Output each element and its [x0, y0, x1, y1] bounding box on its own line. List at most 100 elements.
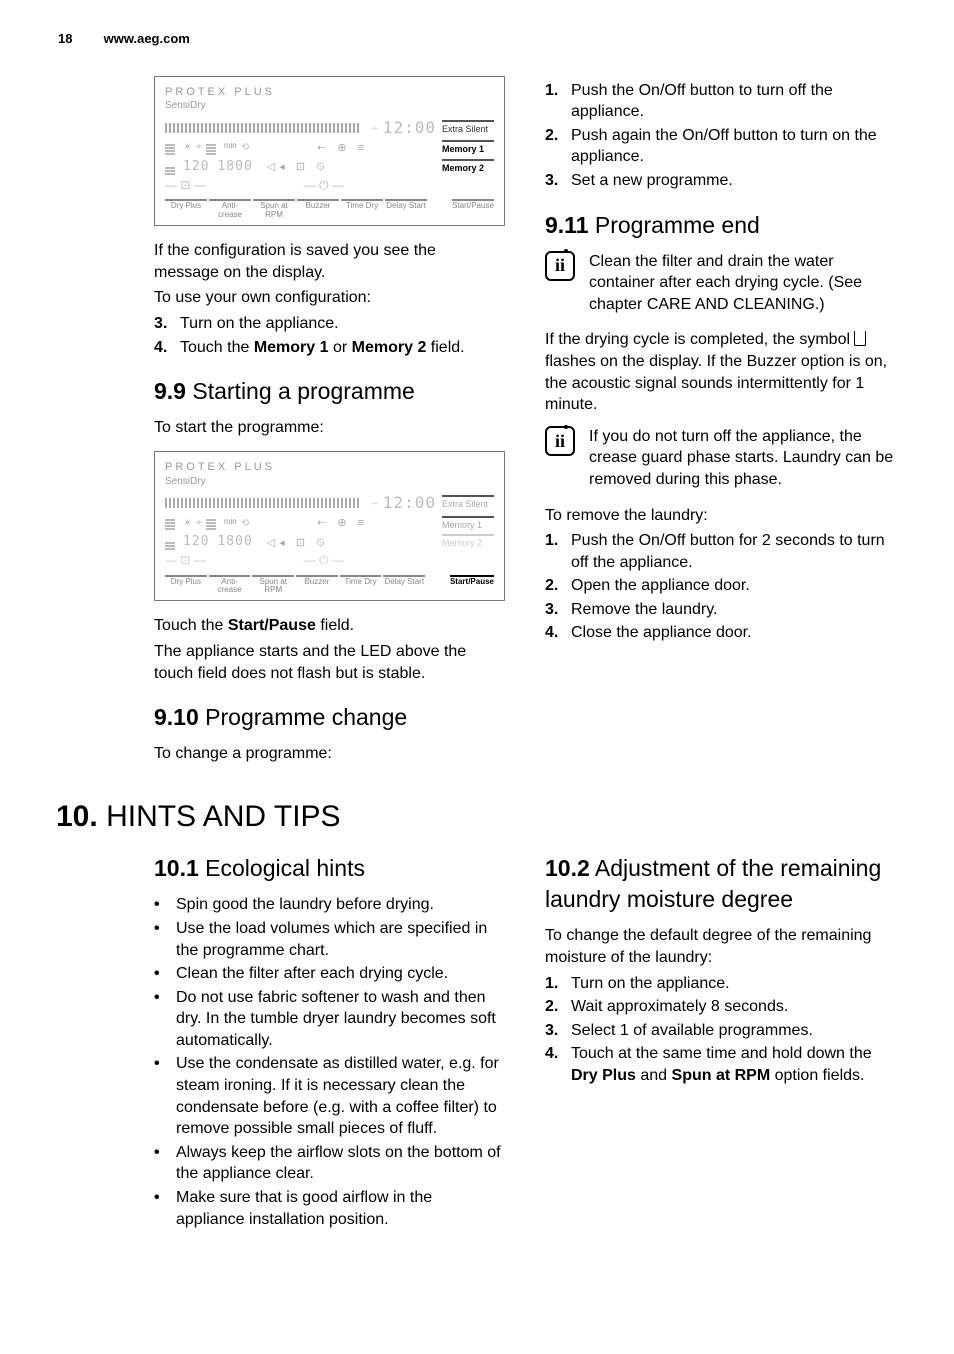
anticrease-btn: Anti- crease	[209, 575, 251, 595]
info-box-2: i If you do not turn off the appliance, …	[545, 426, 896, 491]
spacer	[427, 575, 448, 595]
page-header: 18 www.aeg.com	[58, 30, 896, 48]
option-icons: ⇠ ⊕ ≡	[317, 141, 368, 156]
anticrease-btn: Anti- crease	[209, 199, 251, 219]
list-item: 1.Push the On/Off button to turn off the…	[545, 80, 896, 123]
use-config-text: To use your own configuration:	[154, 287, 505, 309]
memory2-label: Memory 2	[442, 534, 494, 549]
remove-laundry-intro: To remove the laundry:	[545, 505, 896, 527]
misc-icons: ◁◂ ⊡ ⏲	[267, 160, 329, 175]
chapter-columns: 10.1 Ecological hints Spin good the laun…	[58, 853, 896, 1234]
moisture-intro: To change the default degree of the rema…	[545, 925, 896, 968]
time-display: 12:00	[383, 492, 436, 514]
min-label: min	[224, 141, 237, 152]
list-item: 4.Touch the Memory 1 or Memory 2 field.	[154, 337, 505, 359]
progress-strip	[165, 498, 359, 508]
option-icons: ⇠ ⊕ ≡	[317, 516, 368, 531]
start-intro: To start the programme:	[154, 417, 505, 439]
config-saved-text: If the configuration is saved you see th…	[154, 240, 505, 283]
list-item: Spin good the laundry before drying.	[154, 894, 505, 916]
section-9-9-heading: 9.9 Starting a programme	[154, 376, 505, 407]
chapter-10-heading: 10. HINTS AND TIPS	[56, 797, 896, 838]
level-bars-icon	[206, 519, 216, 530]
memory1-label: Memory 1	[442, 516, 494, 531]
info-box-1: i Clean the filter and drain the water c…	[545, 251, 896, 316]
spacer	[429, 199, 450, 219]
list-item: Use the load volumes which are specified…	[154, 918, 505, 961]
memory2-label: Memory 2	[442, 159, 494, 174]
info-text: If you do not turn off the appliance, th…	[589, 426, 896, 491]
list-item: 2.Wait approximately 8 seconds.	[545, 996, 896, 1018]
display-panel-1: PROTEX PLUS SensiDry → 12:00 Extra Silen…	[154, 76, 505, 227]
delaystart-btn: Delay Start	[385, 199, 427, 219]
appliance-starts-text: The appliance starts and the LED above t…	[154, 641, 505, 684]
ch-left-column: 10.1 Ecological hints Spin good the laun…	[58, 853, 505, 1234]
min-label: min	[224, 517, 237, 528]
section-10-1-heading: 10.1 Ecological hints	[154, 853, 505, 884]
extra-silent-label: Extra Silent	[442, 495, 494, 510]
level-bars-icon	[165, 144, 175, 155]
arrow-icon: →	[369, 496, 379, 510]
ch-right-column: 10.2 Adjustment of the remaining laundry…	[545, 853, 896, 1234]
list-item: 2.Push again the On/Off button to turn o…	[545, 125, 896, 168]
delaystart-btn: Delay Start	[383, 575, 425, 595]
section-9-10-heading: 9.10 Programme change	[154, 702, 505, 733]
list-item: 3.Remove the laundry.	[545, 599, 896, 621]
page-number: 18	[58, 30, 100, 48]
startpause-btn: Start/Pause	[450, 575, 494, 595]
left-column: PROTEX PLUS SensiDry → 12:00 Extra Silen…	[58, 76, 505, 769]
level-bars-icon	[206, 144, 216, 155]
spun-rpm-btn: Spun at RPM	[253, 199, 295, 219]
list-item: 1.Turn on the appliance.	[545, 973, 896, 995]
panel-button-row: Dry Plus Anti- crease Spun at RPM Buzzer…	[165, 197, 494, 219]
list-item: Do not use fabric softener to wash and t…	[154, 987, 505, 1052]
eco-hints-list: Spin good the laundry before drying. Use…	[154, 894, 505, 1230]
seg-right: 1800	[217, 158, 252, 176]
list-item: 3.Set a new programme.	[545, 170, 896, 192]
main-columns: PROTEX PLUS SensiDry → 12:00 Extra Silen…	[58, 76, 896, 769]
change-steps: 1.Push the On/Off button to turn off the…	[545, 80, 896, 192]
info-icon: i	[545, 426, 575, 456]
spin-icon: ⟲	[241, 517, 249, 531]
door-symbol-icon	[854, 331, 866, 346]
level-bars-icon	[165, 167, 175, 175]
panel-subtitle: SensiDry	[165, 99, 494, 113]
sun-icon: ☀	[183, 141, 192, 155]
config-steps: 3.Turn on the appliance. 4.Touch the Mem…	[154, 313, 505, 358]
panel-subtitle: SensiDry	[165, 475, 494, 489]
level-bars-icon	[165, 542, 175, 550]
list-item: 4.Touch at the same time and hold down t…	[545, 1043, 896, 1086]
touch-startpause: Touch the Start/Pause field.	[154, 615, 505, 637]
section-9-11-heading: 9.11 Programme end	[545, 210, 896, 241]
buzzer-btn: Buzzer	[296, 575, 338, 595]
list-item: 3.Turn on the appliance.	[154, 313, 505, 335]
panel-brand: PROTEX PLUS	[165, 460, 494, 475]
list-item: 2.Open the appliance door.	[545, 575, 896, 597]
info-text: Clean the filter and drain the water con…	[589, 251, 896, 316]
startpause-btn: Start/Pause	[452, 199, 494, 219]
change-intro: To change a programme:	[154, 743, 505, 765]
list-item: Always keep the airflow slots on the bot…	[154, 1142, 505, 1185]
extra-silent-label: Extra Silent	[442, 120, 494, 135]
timedry-btn: Time Dry	[341, 199, 383, 219]
panel-button-row: Dry Plus Anti- crease Spun at RPM Buzzer…	[165, 573, 494, 595]
list-item: Make sure that is good airflow in the ap…	[154, 1187, 505, 1230]
sun-icon: ☀	[183, 517, 192, 531]
list-item: 1.Push the On/Off button for 2 seconds t…	[545, 530, 896, 573]
spin-icon: ⟲	[241, 141, 249, 155]
minus-icon: — ⊡ —	[165, 552, 206, 568]
timedry-btn: Time Dry	[340, 575, 382, 595]
seg-left: 120	[183, 533, 209, 551]
section-10-2-heading: 10.2 Adjustment of the remaining laundry…	[545, 853, 896, 915]
misc-icons: ◁◂ ⊡ ⏲	[267, 536, 329, 551]
remove-steps: 1.Push the On/Off button for 2 seconds t…	[545, 530, 896, 644]
info-icon: i	[545, 251, 575, 281]
seg-left: 120	[183, 158, 209, 176]
cycle-complete-text: If the drying cycle is completed, the sy…	[545, 329, 896, 415]
dry-plus-btn: Dry Plus	[165, 575, 207, 595]
dry-plus-btn: Dry Plus	[165, 199, 207, 219]
buzzer-btn: Buzzer	[297, 199, 339, 219]
list-item: Use the condensate as distilled water, e…	[154, 1053, 505, 1139]
site-url: www.aeg.com	[104, 31, 190, 46]
arrow-icon: →	[369, 121, 379, 135]
